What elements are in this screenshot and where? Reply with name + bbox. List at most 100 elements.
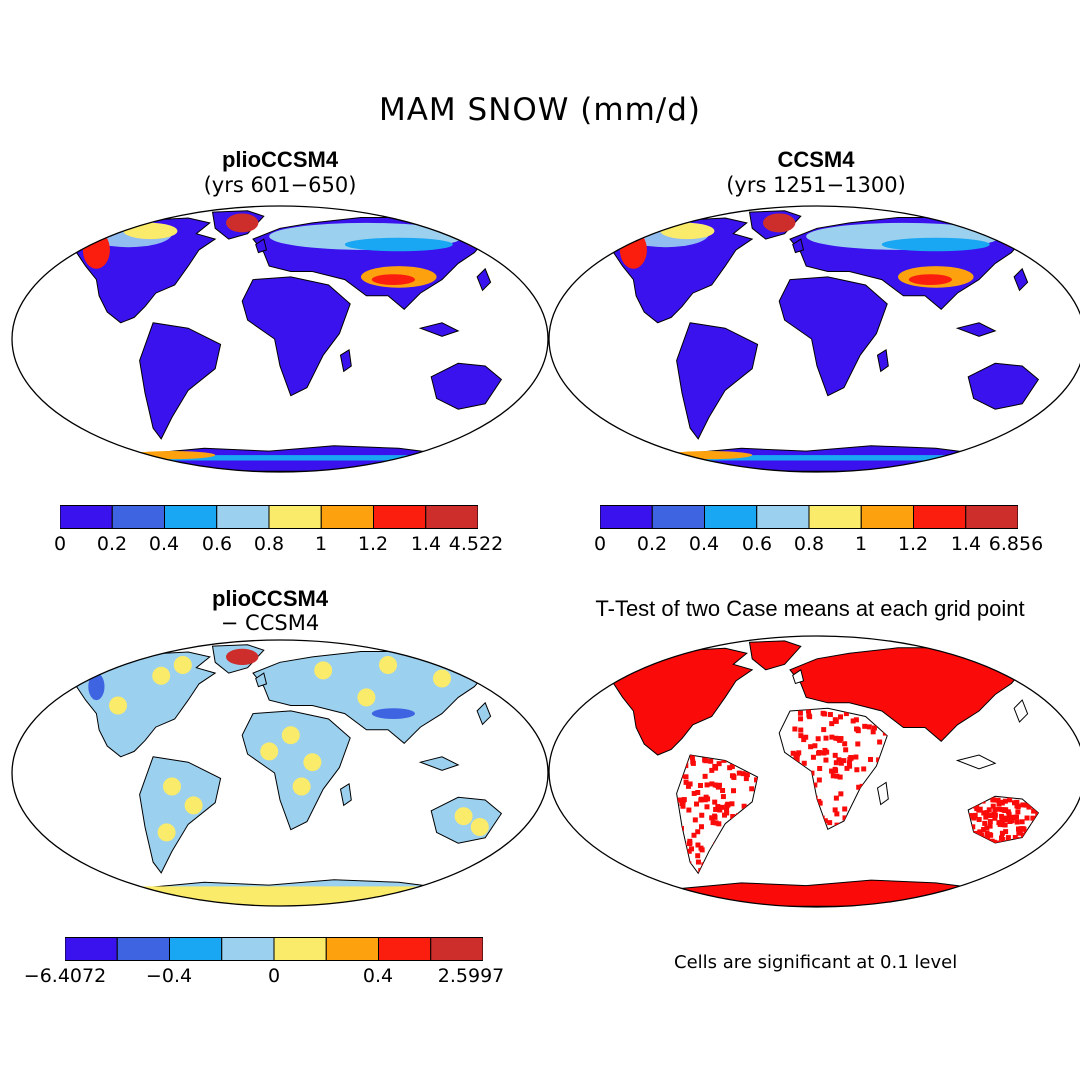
landmass-antarctica bbox=[611, 879, 1034, 907]
tick-label: 0 bbox=[53, 533, 67, 555]
tick-label: 0.8 bbox=[793, 533, 825, 555]
colorbar-ccsm4-ticks: 0 0.2 0.4 0.6 0.8 1 1.2 1.4 6.856 bbox=[594, 533, 1043, 557]
landmass-australia bbox=[967, 362, 1040, 410]
landmass-uk bbox=[255, 672, 268, 688]
tick-label: 6.856 bbox=[988, 533, 1044, 555]
tick-label: 4.522 bbox=[448, 533, 504, 555]
landmass-samerica bbox=[139, 322, 222, 440]
colorbar-swatch bbox=[325, 937, 379, 961]
map-ccsm4 bbox=[548, 205, 1080, 473]
landmass-africa bbox=[241, 276, 351, 397]
landmass-japan bbox=[1013, 699, 1029, 723]
tick-label: 1.2 bbox=[357, 533, 389, 555]
tick-label: 1.2 bbox=[897, 533, 929, 555]
landmass-nz bbox=[1062, 410, 1072, 432]
colorbar-swatch bbox=[164, 505, 218, 529]
map-plio bbox=[11, 205, 549, 473]
tick-label: 1.4 bbox=[410, 533, 442, 555]
landmass-japan bbox=[476, 701, 492, 726]
figure-title: MAM SNOW (mm/d) bbox=[378, 92, 702, 128]
landmass-nz bbox=[525, 410, 535, 432]
colorbar-swatch bbox=[111, 505, 165, 529]
tick-label: 0.4 bbox=[688, 533, 720, 555]
landmass-namerica bbox=[74, 651, 217, 758]
tick-label: 0.2 bbox=[636, 533, 668, 555]
landmass-australia bbox=[430, 362, 503, 410]
tick-label: 0.6 bbox=[741, 533, 773, 555]
colorbar-swatch bbox=[273, 937, 327, 961]
landmass-madagascar bbox=[876, 781, 889, 806]
panel-plio-title: plioCCSM4 bbox=[221, 147, 339, 172]
tick-label: −6.4072 bbox=[23, 965, 107, 987]
colorbar-plio-ticks: 0 0.2 0.4 0.6 0.8 1 1.2 1.4 4.522 bbox=[54, 533, 503, 557]
colorbar-swatch bbox=[425, 505, 478, 529]
panel-plio-subtitle: (yrs 601−650) bbox=[203, 173, 357, 197]
colorbar-swatch bbox=[221, 937, 275, 961]
map-diff bbox=[11, 639, 549, 907]
landmass-madagascar bbox=[876, 348, 889, 373]
colorbar-swatch bbox=[600, 505, 653, 529]
panel-ttest-title: T-Test of two Case means at each grid po… bbox=[595, 596, 1025, 621]
landmass-uk bbox=[792, 668, 805, 685]
colorbar-swatch bbox=[430, 937, 483, 961]
panel-diff-subtitle: − CCSM4 bbox=[220, 611, 320, 635]
colorbar-swatch bbox=[169, 937, 223, 961]
landmass-madagascar bbox=[339, 348, 352, 373]
map-ttest bbox=[548, 635, 1080, 908]
colorbar-diff-ticks: −6.4072 −0.4 0 0.4 2.5997 bbox=[24, 965, 504, 989]
landmass-indonesia bbox=[418, 322, 460, 337]
landmass-uk bbox=[255, 238, 268, 254]
colorbar-swatch bbox=[808, 505, 862, 529]
colorbar-swatch bbox=[913, 505, 967, 529]
colorbar-plio bbox=[60, 505, 478, 529]
colorbar-swatch bbox=[116, 937, 170, 961]
map-boundary bbox=[548, 205, 1080, 473]
landmass-samerica bbox=[676, 322, 759, 440]
colorbar-swatch bbox=[378, 937, 432, 961]
map-boundary bbox=[11, 639, 549, 907]
colorbar-swatch bbox=[651, 505, 705, 529]
landmass-uk bbox=[792, 238, 805, 254]
landmass-nz bbox=[1062, 844, 1072, 866]
landmass-nz bbox=[525, 844, 535, 866]
colorbar-swatch bbox=[373, 505, 427, 529]
colorbar-swatch bbox=[704, 505, 758, 529]
tick-label: 0.4 bbox=[362, 965, 394, 987]
panel-ccsm4-title: CCSM4 bbox=[777, 147, 855, 172]
landmass-eurasia bbox=[789, 647, 1029, 742]
landmass-greenland bbox=[748, 640, 802, 671]
tick-label: 1 bbox=[314, 533, 328, 555]
colorbar-swatch bbox=[756, 505, 810, 529]
colorbar-swatch bbox=[860, 505, 914, 529]
landmass-indonesia bbox=[955, 754, 997, 770]
landmass-indonesia bbox=[418, 756, 460, 771]
tick-label: −0.4 bbox=[145, 965, 193, 987]
tick-label: 0.4 bbox=[148, 533, 180, 555]
colorbar-swatch bbox=[216, 505, 270, 529]
landmass-madagascar bbox=[339, 782, 352, 807]
panel-diff-title: plioCCSM4 bbox=[211, 586, 329, 611]
tick-label: 0.2 bbox=[96, 533, 128, 555]
tick-label: 0.8 bbox=[253, 533, 285, 555]
tick-label: 1.4 bbox=[950, 533, 982, 555]
colorbar-swatch bbox=[320, 505, 374, 529]
map-boundary bbox=[11, 205, 549, 473]
landmass-africa bbox=[778, 276, 888, 397]
colorbar-swatch bbox=[268, 505, 322, 529]
significance-note: Cells are significant at 0.1 level bbox=[674, 952, 958, 973]
colorbar-swatch bbox=[65, 937, 118, 961]
tick-label: 2.5997 bbox=[437, 965, 505, 987]
tick-label: 0 bbox=[267, 965, 281, 987]
map-boundary bbox=[548, 635, 1080, 908]
landmass-africa bbox=[241, 710, 351, 831]
landmass-samerica bbox=[139, 756, 222, 874]
panel-ccsm4-subtitle: (yrs 1251−1300) bbox=[726, 173, 906, 197]
colorbar-swatch bbox=[60, 505, 113, 529]
landmass-namerica bbox=[611, 647, 754, 756]
landmass-japan bbox=[476, 267, 492, 292]
colorbar-diff bbox=[65, 937, 483, 961]
colorbar-swatch bbox=[965, 505, 1018, 529]
tick-label: 1 bbox=[854, 533, 868, 555]
tick-label: 0.6 bbox=[201, 533, 233, 555]
landmass-japan bbox=[1013, 267, 1029, 292]
